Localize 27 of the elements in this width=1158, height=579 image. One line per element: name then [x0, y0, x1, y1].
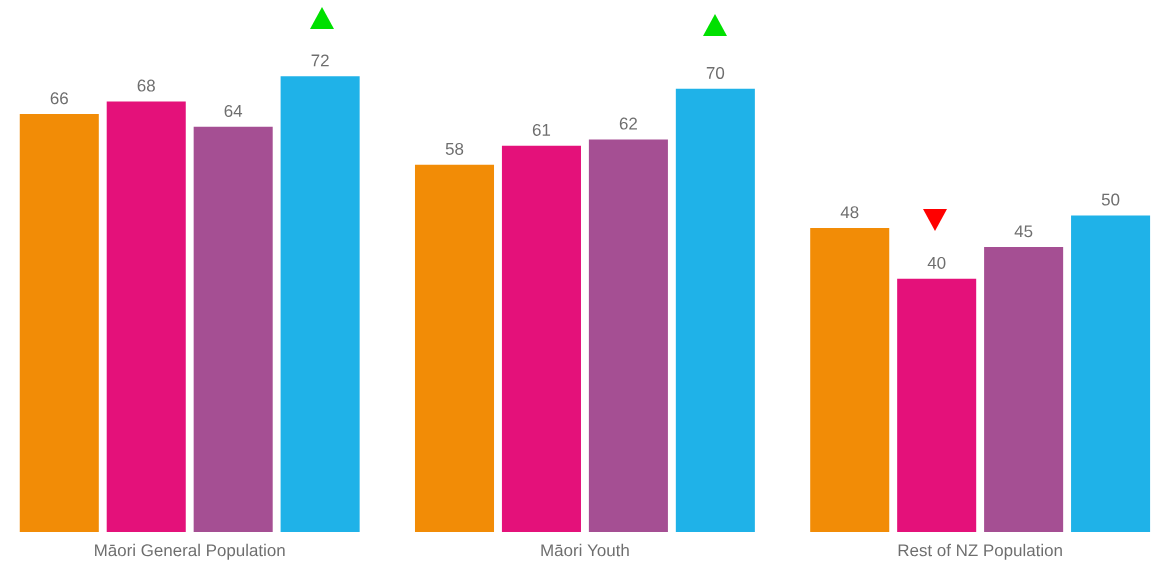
bar	[897, 278, 977, 532]
x-tick-label: Rest of NZ Population	[898, 543, 1062, 560]
bar	[501, 145, 581, 532]
data-label: 40	[927, 256, 946, 269]
bar	[414, 164, 495, 532]
data-label: 61	[532, 123, 551, 136]
bar	[588, 139, 668, 532]
x-tick-label: Māori Youth	[541, 543, 629, 557]
bar	[1071, 215, 1151, 532]
bar	[984, 247, 1064, 532]
data-label: 70	[706, 66, 725, 79]
data-label: 72	[311, 54, 329, 67]
data-label: 62	[619, 117, 637, 130]
bar	[810, 228, 890, 532]
bar	[106, 101, 186, 532]
x-tick-label: Māori General Population	[95, 543, 285, 560]
data-label: 64	[224, 104, 243, 117]
bar	[675, 88, 755, 532]
bar	[280, 76, 360, 532]
data-label: 66	[50, 92, 68, 105]
data-label: 68	[137, 79, 155, 92]
data-label: 58	[445, 142, 464, 155]
data-label: 48	[840, 206, 859, 219]
data-label: 45	[1014, 225, 1033, 238]
data-label: 50	[1101, 193, 1120, 206]
bar	[193, 126, 273, 532]
bar	[19, 114, 99, 532]
